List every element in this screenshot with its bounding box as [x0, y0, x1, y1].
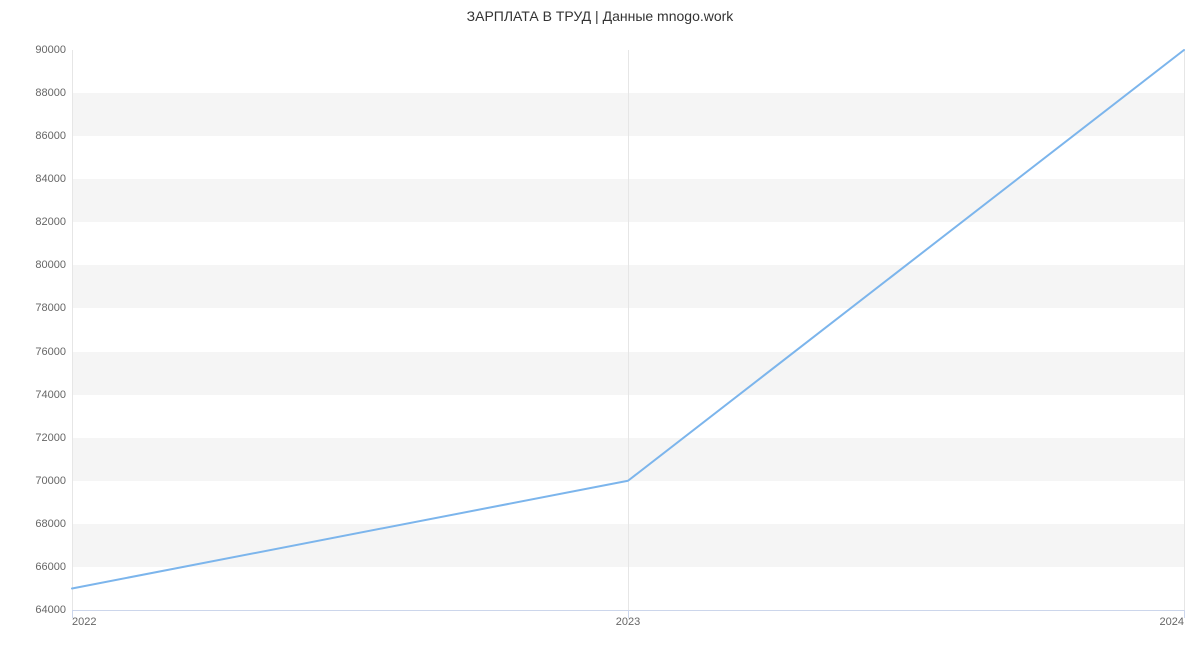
- y-tick-label: 90000: [35, 44, 72, 56]
- x-gridline: [1184, 50, 1185, 610]
- x-tick-label: 2023: [616, 610, 640, 628]
- y-tick-label: 74000: [35, 389, 72, 401]
- x-tick-label: 2022: [72, 610, 96, 628]
- y-tick-label: 88000: [35, 87, 72, 99]
- y-tick-label: 64000: [35, 604, 72, 616]
- y-tick-label: 68000: [35, 518, 72, 530]
- y-tick-label: 84000: [35, 173, 72, 185]
- y-tick-label: 82000: [35, 216, 72, 228]
- y-tick-label: 86000: [35, 130, 72, 142]
- y-tick-label: 72000: [35, 432, 72, 444]
- y-tick-label: 70000: [35, 475, 72, 487]
- chart-container: ЗАРПЛАТА В ТРУД | Данные mnogo.work 6400…: [0, 0, 1200, 650]
- y-tick-label: 80000: [35, 259, 72, 271]
- series-svg: [72, 50, 1184, 610]
- y-tick-label: 78000: [35, 302, 72, 314]
- y-tick-label: 66000: [35, 561, 72, 573]
- plot-area: 6400066000680007000072000740007600078000…: [72, 50, 1184, 610]
- chart-title: ЗАРПЛАТА В ТРУД | Данные mnogo.work: [0, 8, 1200, 24]
- x-tick-mark: [1184, 610, 1185, 618]
- y-tick-label: 76000: [35, 346, 72, 358]
- x-tick-label: 2024: [1160, 610, 1184, 628]
- series-line-salary: [72, 50, 1184, 588]
